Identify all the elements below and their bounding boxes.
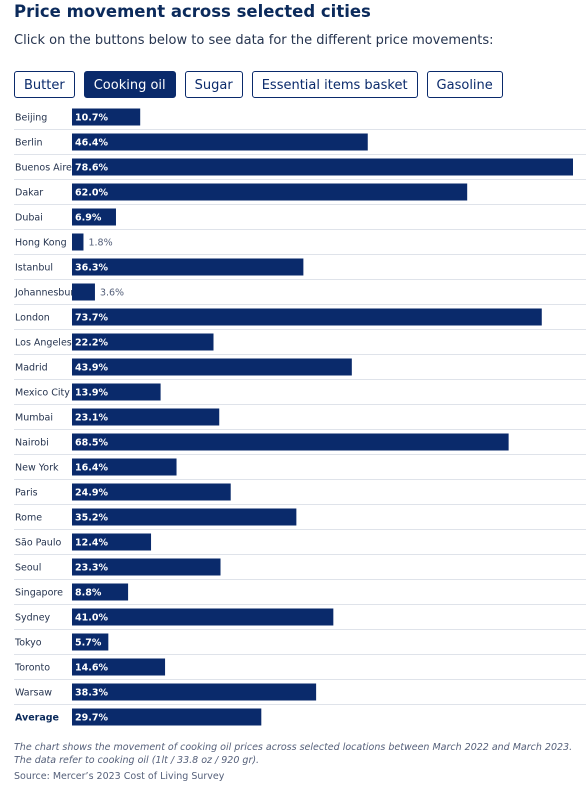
title: Price movement across selected cities bbox=[14, 2, 371, 21]
bar bbox=[72, 458, 177, 476]
category-label: São Paulo bbox=[15, 538, 61, 549]
value-label: 43.9% bbox=[75, 363, 108, 374]
bar bbox=[72, 483, 231, 501]
note: The chart shows the movement of cooking … bbox=[14, 742, 573, 766]
bar bbox=[72, 108, 141, 126]
category-label: Paris bbox=[15, 488, 38, 499]
chart: Beijing 10.7% Berlin 46.4% Buenos Aires78.6%… bbox=[14, 108, 586, 726]
category-label: Nairobi bbox=[15, 438, 49, 449]
bar bbox=[72, 708, 262, 726]
value-label: 73.7% bbox=[75, 313, 108, 324]
bar bbox=[72, 358, 352, 376]
category-label: Singapore bbox=[15, 588, 63, 599]
value-label: 23.3% bbox=[75, 563, 108, 574]
value-label: 38.3% bbox=[75, 688, 108, 699]
category-label: London bbox=[15, 313, 50, 324]
bar bbox=[72, 583, 129, 601]
bar bbox=[72, 533, 152, 551]
value-label: 29.7% bbox=[75, 713, 108, 724]
category-label: Johannesburg bbox=[14, 288, 80, 299]
bar bbox=[72, 283, 95, 301]
category-label: Berlin bbox=[15, 138, 43, 149]
bar bbox=[72, 158, 573, 176]
value-label: 41.0% bbox=[75, 613, 108, 624]
tab-button[interactable]: Sugar bbox=[184, 71, 243, 98]
tab-button[interactable]: Gasoline bbox=[426, 71, 503, 98]
category-label: Hong Kong bbox=[15, 238, 67, 249]
value-label: 10.7% bbox=[75, 113, 108, 124]
bar bbox=[72, 183, 468, 201]
bar bbox=[72, 383, 161, 401]
value-label: 35.2% bbox=[75, 513, 108, 524]
value-label: 12.4% bbox=[75, 538, 108, 549]
value-label: 13.9% bbox=[75, 388, 108, 399]
value-label: 22.2% bbox=[75, 338, 108, 349]
value-label: 1.8% bbox=[88, 238, 112, 249]
category-label: Seoul bbox=[15, 563, 41, 574]
value-label: 46.4% bbox=[75, 138, 108, 149]
category-label: Sydney bbox=[15, 613, 51, 624]
bar bbox=[72, 258, 304, 276]
category-label: Buenos Aires bbox=[15, 163, 77, 174]
value-label: 62.0% bbox=[75, 188, 108, 199]
category-label: New York bbox=[15, 463, 59, 474]
bar bbox=[72, 608, 334, 626]
category-label: Average bbox=[15, 713, 59, 724]
value-label: 5.7% bbox=[75, 638, 102, 649]
subtitle: Click on the buttons below to see data f… bbox=[14, 33, 494, 48]
source: Source: Mercer’s 2023 Cost of Living Sur… bbox=[14, 771, 225, 782]
category-label: Beijing bbox=[15, 113, 47, 124]
value-label: 23.1% bbox=[75, 413, 108, 424]
bar bbox=[72, 508, 297, 526]
category-label: Dakar bbox=[15, 188, 43, 199]
category-label: Los Angeles bbox=[15, 338, 72, 349]
category-label: Istanbul bbox=[15, 263, 53, 274]
value-label: 68.5% bbox=[75, 438, 108, 449]
bar bbox=[72, 308, 542, 326]
bar bbox=[72, 658, 166, 676]
value-label: 8.8% bbox=[75, 588, 102, 599]
category-label: Warsaw bbox=[15, 688, 52, 699]
bar bbox=[72, 208, 116, 226]
tab-button[interactable]: Essential items basket bbox=[251, 71, 418, 98]
bar bbox=[72, 683, 317, 701]
category-label: Dubai bbox=[15, 213, 43, 224]
bar bbox=[72, 633, 109, 651]
category-label: Toronto bbox=[14, 663, 50, 674]
value-label: 78.6% bbox=[75, 163, 108, 174]
value-label: 24.9% bbox=[75, 488, 108, 499]
tab-button[interactable]: Butter bbox=[14, 71, 75, 98]
value-label: 16.4% bbox=[75, 463, 108, 474]
value-label: 14.6% bbox=[75, 663, 108, 674]
bar bbox=[72, 333, 214, 351]
bar bbox=[72, 558, 221, 576]
value-label: 3.6% bbox=[100, 288, 124, 299]
bar bbox=[72, 408, 220, 426]
value-label: 6.9% bbox=[75, 213, 102, 224]
button-group: Butter Cooking oil Sugar Essential items ba… bbox=[14, 71, 503, 98]
tab-button[interactable]: Cooking oil bbox=[83, 71, 176, 98]
value-label: 36.3% bbox=[75, 263, 108, 274]
bar bbox=[72, 133, 368, 151]
category-label: Mexico City bbox=[15, 388, 70, 399]
category-label: Mumbai bbox=[15, 413, 53, 424]
bar bbox=[72, 233, 84, 251]
category-label: Tokyo bbox=[14, 638, 42, 649]
category-label: Madrid bbox=[15, 363, 48, 374]
category-label: Rome bbox=[15, 513, 42, 524]
bar bbox=[72, 433, 509, 451]
